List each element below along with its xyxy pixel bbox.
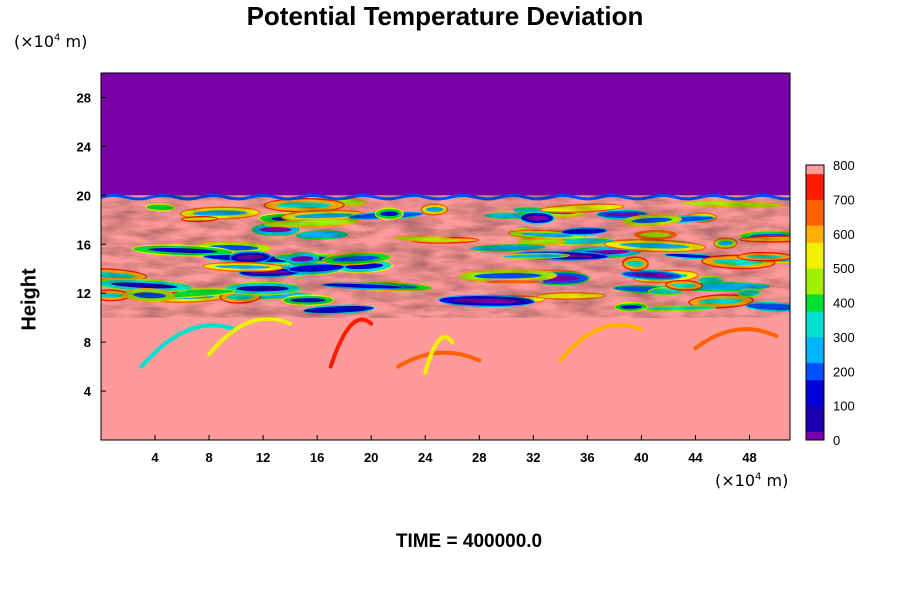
lower-arc: [139, 323, 239, 369]
x-tick-label: 8: [205, 450, 212, 465]
lower-arc: [693, 327, 779, 351]
y-tick-label: 4: [84, 384, 92, 399]
colorbar-swatch: [806, 319, 824, 329]
x-tick-label: 20: [364, 450, 378, 465]
colorbar-swatch: [806, 354, 824, 364]
y-tick-label: 20: [77, 188, 91, 203]
lower-arc: [423, 335, 455, 375]
colorbar-swatch: [806, 405, 824, 415]
colorbar: 0 100 200 300 400 500 600 700 800: [805, 158, 855, 448]
heatmap-field: [101, 73, 790, 440]
mixing-texture: [101, 195, 790, 318]
upper-layer: [101, 73, 790, 196]
lower-arc: [558, 322, 644, 363]
colorbar-swatch: [806, 414, 824, 424]
colorbar-swatch: [806, 345, 824, 355]
colorbar-swatch: [806, 431, 824, 441]
colorbar-swatch: [806, 250, 824, 261]
x-tick-label: 36: [580, 450, 594, 465]
colorbar-swatch: [806, 165, 824, 175]
lower-arc: [207, 316, 293, 357]
x-tick-label: 44: [688, 450, 703, 465]
colorbar-swatch: [806, 293, 824, 303]
x-tick-label: 32: [526, 450, 540, 465]
y-tick-label: 8: [84, 335, 91, 350]
colorbar-swatch: [806, 397, 824, 407]
chart-title: Potential Temperature Deviation: [246, 1, 644, 31]
colorbar-swatch: [806, 371, 824, 381]
y-tick-label: 24: [77, 139, 92, 154]
colorbar-tick-label: 500: [833, 261, 855, 276]
colorbar-swatch: [806, 199, 824, 209]
colorbar-swatch: [806, 311, 824, 321]
lower-arc: [328, 317, 374, 369]
colorbar-swatch: [806, 336, 824, 346]
colorbar-frame: [805, 164, 825, 441]
colorbar-swatch: [806, 225, 824, 235]
x-tick-label: 24: [418, 450, 433, 465]
colorbar-swatch: [806, 173, 824, 183]
colorbar-swatch: [806, 207, 824, 218]
colorbar-tick-label: 200: [833, 364, 855, 379]
x-axis: 4 8 12 16 20 24 28 32 36 40 44 48: [151, 435, 757, 465]
x-tick-label: 4: [151, 450, 159, 465]
colorbar-swatch: [806, 259, 824, 269]
colorbar-tick-label: 300: [833, 330, 855, 345]
x-tick-label: 48: [742, 450, 756, 465]
colorbar-swatch: [806, 302, 824, 312]
colorbar-swatch: [806, 328, 824, 338]
colorbar-swatch: [806, 242, 824, 252]
colorbar-swatch: [806, 276, 824, 286]
colorbar-swatch: [806, 190, 824, 200]
colorbar-tick-label: 400: [833, 296, 855, 311]
colorbar-swatch: [806, 233, 824, 243]
lower-arc: [396, 350, 482, 369]
colorbar-tick-label: 100: [833, 399, 855, 414]
colorbar-swatch: [806, 216, 824, 226]
x-axis-unit: (×104 m): [715, 471, 789, 490]
colorbar-tick-label: 600: [833, 227, 855, 242]
x-tick-label: 12: [256, 450, 270, 465]
colorbar-tick-label: 0: [833, 433, 840, 448]
plot-frame: [100, 72, 791, 441]
y-axis: 4 8 12 16 20 24 28: [77, 90, 106, 399]
y-tick-label: 12: [77, 286, 91, 301]
time-label: TIME = 400000.0: [395, 531, 543, 552]
colorbar-tick-label: 700: [833, 192, 855, 207]
x-tick-label: 16: [310, 450, 324, 465]
colorbar-swatch: [806, 182, 824, 192]
colorbar-swatch: [806, 422, 824, 432]
x-tick-label: 28: [472, 450, 486, 465]
x-tick-label: 40: [634, 450, 648, 465]
colorbar-tick-label: 800: [833, 158, 855, 173]
y-tick-label: 16: [77, 237, 91, 252]
y-axis-unit: (×104 m): [14, 32, 88, 51]
colorbar-swatch: [806, 362, 824, 372]
colorbar-swatch: [806, 285, 824, 295]
colorbar-swatch: [806, 268, 824, 278]
y-tick-label: 28: [77, 90, 91, 105]
colorbar-swatch: [806, 388, 824, 398]
colorbar-swatch: [806, 379, 824, 389]
